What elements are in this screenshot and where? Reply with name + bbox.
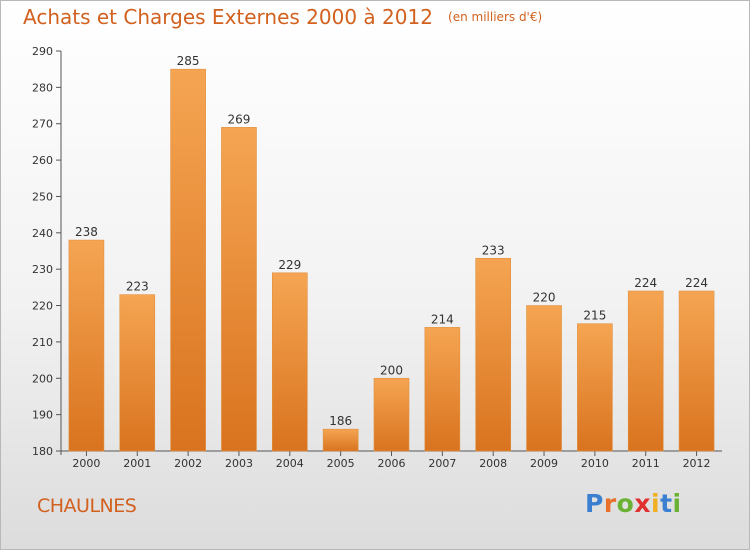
y-tick-label: 230 — [32, 263, 53, 276]
bar-value-label: 224 — [685, 276, 708, 290]
y-tick-label: 290 — [32, 45, 53, 58]
bar-2000 — [68, 239, 105, 452]
bar-value-label: 200 — [380, 363, 403, 377]
y-tick-label: 260 — [32, 154, 53, 167]
bar-value-label: 215 — [583, 309, 606, 323]
x-tick-label: 2001 — [123, 457, 151, 470]
y-tick-label: 270 — [32, 118, 53, 131]
chart-unit-text: (en milliers d'€) — [448, 10, 543, 24]
y-tick-label: 200 — [32, 372, 53, 385]
city-name: CHAULNES — [37, 495, 137, 517]
bar-2011 — [627, 290, 664, 452]
x-tick-label: 2006 — [378, 457, 406, 470]
bar-2010 — [577, 323, 613, 452]
proxiti-logo[interactable]: Proxiti — [585, 489, 682, 518]
bar-value-label: 214 — [431, 312, 454, 326]
y-tick-label: 220 — [32, 300, 53, 313]
x-tick-label: 2003 — [225, 457, 253, 470]
bar-2001 — [119, 294, 156, 452]
chart-axes: 180 190 200 210 220 230 240 250 260 270 280 290 2000… — [32, 45, 722, 470]
logo-letter: x — [634, 489, 651, 518]
x-tick-label: 2011 — [632, 457, 660, 470]
bar-value-label: 285 — [177, 54, 200, 68]
y-tick-label: 210 — [32, 336, 53, 349]
bar-2004 — [272, 272, 308, 452]
chart-title: Achats et Charges Externes 2000 à 2012 (… — [23, 5, 542, 29]
bar-value-label: 220 — [533, 291, 556, 305]
x-tick-label: 2005 — [327, 457, 355, 470]
x-tick-label: 2000 — [72, 457, 100, 470]
bar-2005 — [322, 428, 359, 452]
logo-letter: t — [660, 489, 673, 518]
bar-2006 — [373, 377, 410, 452]
x-tick-label: 2002 — [174, 457, 202, 470]
x-tick-label: 2012 — [683, 457, 711, 470]
bar-2012 — [678, 290, 715, 452]
bar-value-label: 186 — [329, 414, 352, 428]
bar-value-label: 269 — [228, 112, 251, 126]
y-tick-label: 180 — [32, 445, 53, 458]
logo-letter: r — [603, 489, 617, 518]
y-tick-label: 240 — [32, 227, 53, 240]
y-tick-label: 280 — [32, 81, 53, 94]
bar-2003 — [221, 127, 257, 452]
bar-value-label: 229 — [278, 258, 301, 272]
bar-2009 — [526, 305, 562, 452]
x-tick-label: 2004 — [276, 457, 304, 470]
bar-value-label: 233 — [482, 243, 505, 257]
x-tick-label: 2010 — [581, 457, 609, 470]
x-tick-label: 2007 — [428, 457, 456, 470]
bar-value-label: 223 — [126, 280, 149, 294]
bar-2007 — [424, 327, 461, 452]
y-tick-label: 250 — [32, 190, 53, 203]
logo-letter: o — [616, 489, 635, 518]
logo-letter: P — [585, 489, 604, 518]
bar-value-label: 238 — [75, 225, 98, 239]
y-tick-label: 190 — [32, 409, 53, 422]
logo-letter: i — [672, 489, 682, 518]
bar-2008 — [475, 257, 511, 452]
chart-bars: 238 223 285 269 229 186 200 214 233 220 215 224 224 — [68, 54, 715, 452]
x-tick-label: 2009 — [530, 457, 558, 470]
chart-title-text: Achats et Charges Externes 2000 à 2012 — [23, 5, 433, 29]
bar-value-label: 224 — [634, 276, 657, 290]
bar-2002 — [170, 68, 206, 452]
logo-letter: i — [651, 489, 661, 518]
x-tick-label: 2008 — [479, 457, 507, 470]
